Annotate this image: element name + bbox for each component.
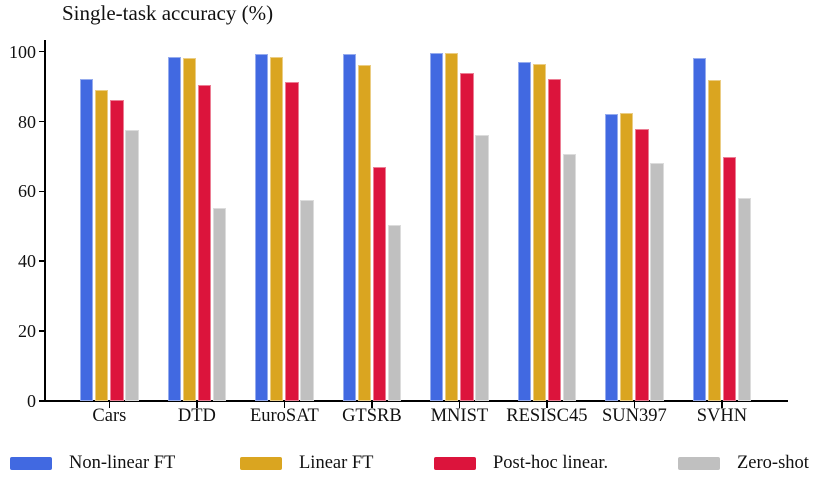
bar-eurosat-linear-ft [270,57,284,401]
x-tick-mark [546,402,548,408]
x-tick-label-mnist: MNIST [430,406,489,426]
y-tick-mark [38,120,45,123]
legend-item-post-hoc-linear: Post-hoc linear. [434,452,608,474]
bar-resisc45-post-hoc-linear [547,78,562,401]
bar-cars-post-hoc-linear [110,99,124,401]
bar-mnist-linear-ft [445,53,459,401]
x-axis-line [44,400,788,402]
bar-eurosat-non-linear-ft [255,54,269,401]
x-tick-mark [108,402,111,408]
bar-dtd-non-linear-ft [167,57,181,401]
x-tick-label-dtd: DTD [177,406,216,426]
bar-cars-zero-shot [125,129,139,401]
y-tick-label: 60 [18,181,36,202]
bar-gtsrb-zero-shot [387,225,402,401]
bar-gtsrb-non-linear-ft [342,54,356,401]
x-tick-mark [721,402,723,408]
y-axis-line [44,40,46,402]
bar-dtd-post-hoc-linear [197,85,212,401]
bar-svhn-linear-ft [707,80,721,401]
chart-title: Single-task accuracy (%) [62,1,274,25]
y-tick-mark [38,400,45,402]
y-tick-mark [38,260,45,263]
bar-svhn-post-hoc-linear [722,156,737,401]
bar-eurosat-post-hoc-linear [285,82,299,401]
bar-eurosat-zero-shot [300,199,314,401]
bar-sun397-linear-ft [620,113,634,401]
x-tick-label-svhn: SVHN [696,406,748,426]
bar-dtd-zero-shot [212,208,227,401]
y-tick-label: 80 [18,111,36,132]
bar-sun397-post-hoc-linear [635,128,649,401]
bar-dtd-linear-ft [182,58,196,401]
legend-swatch [10,456,52,470]
y-tick-mark [38,330,45,332]
bar-resisc45-linear-ft [532,63,546,401]
bar-sun397-zero-shot [650,163,664,401]
x-tick-label-cars: Cars [92,406,127,426]
y-tick-label: 100 [9,41,36,62]
x-tick-mark [371,402,373,408]
legend-swatch [240,456,282,470]
x-tick-mark [458,402,461,408]
bar-mnist-post-hoc-linear [460,73,474,401]
bar-sun397-non-linear-ft [605,113,619,401]
x-tick-mark [633,402,636,408]
bar-mnist-non-linear-ft [430,52,444,401]
legend-item-non-linear-ft: Non-linear FT [10,452,175,474]
x-tick-label-sun397: SUN397 [602,406,667,426]
bar-cars-non-linear-ft [80,78,94,401]
legend-label: Zero-shot [737,452,809,473]
x-tick-label-gtsrb: GTSRB [342,406,402,426]
legend-item-zero-shot: Zero-shot [678,452,809,474]
y-tick-label: 0 [27,391,36,411]
bar-gtsrb-post-hoc-linear [372,166,387,401]
legend-label: Non-linear FT [69,452,176,473]
bar-resisc45-non-linear-ft [517,62,531,401]
legend-label: Post-hoc linear. [493,452,609,473]
bar-mnist-zero-shot [475,134,489,401]
bar-resisc45-zero-shot [562,153,577,401]
legend-swatch [434,456,476,470]
x-tick-mark [283,402,286,408]
y-tick-mark [38,190,45,193]
x-tick-mark [196,402,198,408]
x-tick-label-resisc45: RESISC45 [506,406,588,426]
bar-gtsrb-linear-ft [357,65,371,401]
y-tick-label: 20 [18,321,36,342]
y-tick-mark [38,50,45,53]
bar-svhn-zero-shot [737,198,752,401]
bar-svhn-non-linear-ft [692,57,706,401]
legend-item-linear-ft: Linear FT [240,452,374,474]
x-tick-label-eurosat: EuroSAT [249,406,319,426]
y-tick-label: 40 [18,251,36,272]
legend-swatch [678,456,720,470]
legend-label: Linear FT [299,452,374,473]
bar-cars-linear-ft [95,89,109,401]
